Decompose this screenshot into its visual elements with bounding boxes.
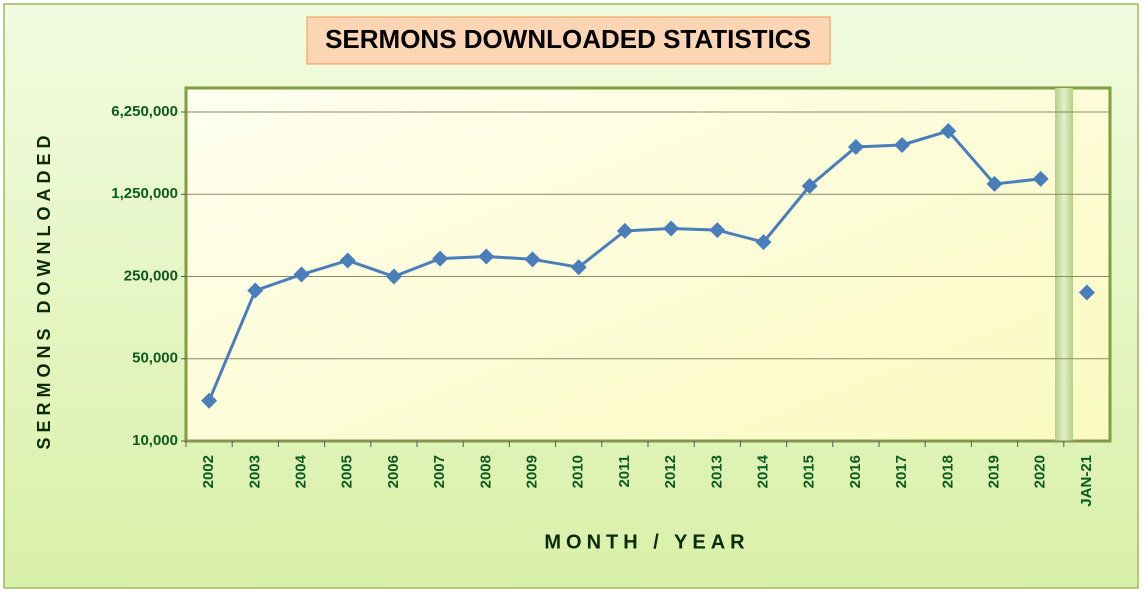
data-point	[478, 248, 495, 265]
x-axis-label: MONTH / YEAR	[544, 531, 749, 553]
data-point	[801, 177, 818, 194]
plot-area	[184, 86, 1112, 443]
x-tick-label: 2003	[246, 455, 263, 488]
x-tick-label: 2018	[939, 455, 956, 488]
data-point	[847, 139, 864, 156]
data-point	[524, 251, 541, 268]
y-tick-label: 10,000	[132, 432, 178, 449]
x-tick-label: 2002	[200, 455, 217, 488]
data-point	[339, 252, 356, 269]
x-tick-label: 2016	[847, 455, 864, 488]
data-point	[616, 222, 633, 239]
y-tick-label: 50,000	[132, 350, 178, 367]
x-tick-label: 2008	[477, 455, 494, 488]
title-box	[306, 16, 831, 65]
x-tick-label: 2006	[385, 455, 402, 488]
data-point	[940, 123, 957, 140]
x-tick-label: 2017	[893, 455, 910, 488]
marks	[201, 123, 1095, 409]
data-point	[709, 222, 726, 239]
x-tick-label: 2004	[292, 454, 309, 488]
y-tick-label: 1,250,000	[111, 185, 178, 202]
x-tick-label: 2019	[985, 455, 1002, 488]
x-tick-label: 2014	[754, 454, 771, 488]
x-tick-label: 2011	[616, 455, 633, 488]
x-tick-label: 2010	[570, 455, 587, 488]
data-point	[1078, 284, 1095, 301]
data-point	[385, 268, 402, 285]
grid	[181, 111, 1110, 447]
x-tick-label: 2020	[1032, 455, 1049, 488]
x-tick-label: 2012	[662, 455, 679, 488]
highlight-bar	[1055, 88, 1073, 441]
x-tick-label: 2013	[708, 455, 725, 488]
x-tick-label: 2005	[339, 455, 356, 488]
y-tick-label: 6,250,000	[111, 103, 178, 120]
data-point	[432, 250, 449, 267]
data-point	[986, 175, 1003, 192]
data-point	[755, 234, 772, 251]
x-tick-label: 2009	[523, 455, 540, 488]
data-point	[894, 136, 911, 153]
x-tick-label: JAN-21	[1078, 455, 1095, 507]
data-point	[663, 220, 680, 237]
data-point	[293, 266, 310, 283]
y-axis-label: SERMONS DOWNLOADED	[34, 131, 54, 450]
chart-title: SERMONS DOWNLOADED STATISTICS	[325, 24, 811, 54]
y-tick-label: 250,000	[124, 267, 178, 284]
data-point	[201, 392, 218, 409]
data-point	[570, 259, 587, 276]
data-point	[1032, 170, 1049, 187]
x-tick-label: 2015	[801, 455, 818, 488]
data-point	[247, 282, 264, 299]
x-tick-label: 2007	[431, 455, 448, 488]
